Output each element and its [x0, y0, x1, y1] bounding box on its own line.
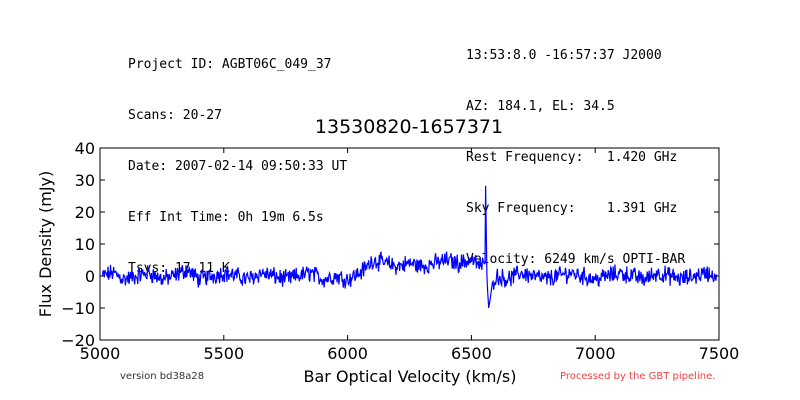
- axes: 5000 5500 6000 6500 7000 7500 −20 −10 0 10 20 30 40: [61, 139, 739, 363]
- x-tick-label: 6500: [451, 344, 492, 363]
- observation-date: Date: 2007-02-14 09:50:33 UT: [128, 159, 348, 174]
- x-tick-label: 6000: [327, 344, 368, 363]
- plot-area: [101, 185, 718, 309]
- plot-frame: [99, 147, 720, 341]
- project-id: Project ID: AGBT06C_049_37: [128, 57, 332, 72]
- x-tick-label: 7000: [575, 344, 616, 363]
- x-tick-label: 7500: [699, 344, 740, 363]
- spectrum-series-line: [101, 185, 718, 309]
- y-tick-label: 20: [75, 203, 95, 222]
- scans: Scans: 20-27: [128, 108, 222, 123]
- observation-info-left: Project ID: AGBT06C_049_37 Scans: 20-27 …: [128, 22, 347, 311]
- sky-frequency: Sky Frequency: 1.391 GHz: [466, 201, 678, 216]
- y-tick-label: 30: [75, 171, 95, 190]
- coordinates: 13:53:8.0 -16:57:37 J2000: [466, 48, 662, 63]
- rest-frequency: Rest Frequency: 1.420 GHz: [466, 150, 678, 165]
- y-tick-label: −10: [61, 299, 95, 318]
- observation-info-right: 13:53:8.0 -16:57:37 J2000 AZ: 184.1, EL:…: [466, 13, 685, 302]
- version-label: version bd38a28: [120, 371, 205, 382]
- x-tick-label: 5500: [203, 344, 244, 363]
- pipeline-credit: Processed by the GBT pipeline.: [560, 371, 716, 382]
- velocity: Velocity: 6249 km/s OPTI-BAR: [466, 252, 686, 267]
- chart-title: 13530820-1657371: [315, 116, 503, 138]
- y-tick-label: 10: [75, 235, 95, 254]
- y-axis-title: Flux Density (mJy): [36, 171, 55, 318]
- azimuth-elevation: AZ: 184.1, EL: 34.5: [466, 99, 615, 114]
- x-tick-label: 5000: [80, 344, 121, 363]
- y-tick-label: 40: [75, 139, 95, 158]
- x-axis-title: Bar Optical Velocity (km/s): [304, 367, 517, 386]
- y-tick-label: −20: [61, 331, 95, 350]
- effective-integration-time: Eff Int Time: 0h 19m 6.5s: [128, 210, 324, 225]
- y-tick-label: 0: [85, 267, 95, 286]
